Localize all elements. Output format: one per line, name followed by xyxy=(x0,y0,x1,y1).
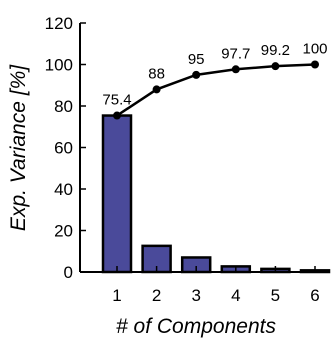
data-label-4: 97.7 xyxy=(221,45,250,62)
data-label-6: 100 xyxy=(302,41,327,58)
x-tick-label: 2 xyxy=(152,286,161,305)
x-ticks: 1 2 3 4 5 6 xyxy=(112,266,320,305)
y-tick-label: 60 xyxy=(54,139,73,158)
y-axis-title: Exp. Variance [%] xyxy=(7,64,30,231)
data-label-3: 95 xyxy=(188,51,205,68)
data-labels: 75.4 88 95 97.7 99.2 100 xyxy=(102,41,327,109)
y-tick-label: 100 xyxy=(45,56,73,75)
y-ticks: 0 20 40 60 80 100 120 xyxy=(45,14,86,282)
cumulative-point-3 xyxy=(192,70,201,79)
y-tick-label: 40 xyxy=(54,180,73,199)
cumulative-point-1 xyxy=(113,111,121,120)
x-tick-label: 3 xyxy=(191,286,200,305)
bars xyxy=(101,114,331,274)
data-label-1: 75.4 xyxy=(102,92,131,109)
data-label-2: 88 xyxy=(148,65,165,82)
cumulative-point-2 xyxy=(152,85,161,94)
x-tick-label: 4 xyxy=(231,286,240,305)
x-tick-label: 6 xyxy=(310,286,319,305)
cumulative-point-6 xyxy=(311,60,319,69)
y-tick-label: 0 xyxy=(64,263,73,282)
y-tick-label: 80 xyxy=(54,97,73,116)
x-axis-title: # of Components xyxy=(116,315,276,338)
cumulative-line xyxy=(113,60,319,120)
cumulative-point-5 xyxy=(271,62,280,71)
y-tick-label: 20 xyxy=(54,222,73,241)
x-tick-label: 5 xyxy=(271,286,280,305)
cumulative-polyline xyxy=(116,63,316,117)
data-label-5: 99.2 xyxy=(261,42,290,59)
y-tick-label: 120 xyxy=(45,14,73,33)
cumulative-point-4 xyxy=(231,65,240,74)
x-tick-label: 1 xyxy=(112,286,121,305)
bar-1 xyxy=(101,114,133,274)
